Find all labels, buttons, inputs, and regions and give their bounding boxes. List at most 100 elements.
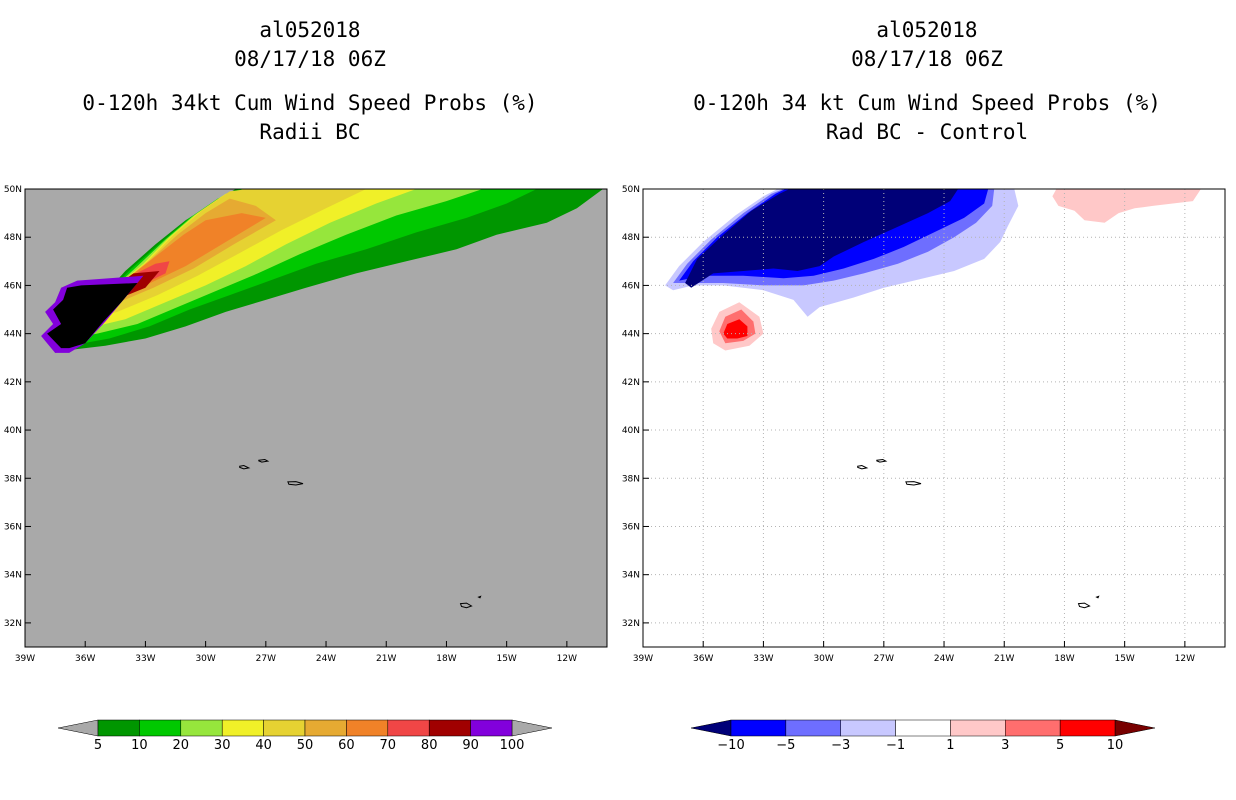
forecast-time: 08/17/18 06Z [851, 47, 1003, 71]
y-tick-label: 50N [4, 185, 22, 195]
y-tick-label: 32N [4, 619, 22, 629]
storm-id: al052018 [876, 18, 978, 42]
colorbar-label: −5 [776, 738, 795, 753]
y-tick-label: 38N [622, 474, 640, 484]
colorbar-label: 1 [946, 738, 954, 753]
chart-subtitle: Rad BC - Control [825, 120, 1029, 144]
colorbar-swatch [263, 719, 306, 737]
x-tick-label: 39W [15, 654, 35, 664]
x-tick-label: 18W [436, 654, 456, 664]
x-tick-label: 27W [256, 654, 276, 664]
island-outline [239, 464, 251, 470]
colorbar-label: 5 [94, 738, 102, 753]
x-tick-label: 36W [75, 654, 95, 664]
map-frame [24, 188, 608, 648]
x-tick-label: 15W [496, 654, 516, 664]
colorbar-label: 40 [255, 738, 272, 753]
y-tick-label: 44N [622, 330, 640, 340]
x-tick-label: 21W [376, 654, 396, 664]
island-outline [1077, 602, 1091, 609]
colorbar-swatch [428, 719, 471, 737]
y-tick-label: 42N [622, 378, 640, 388]
right-map-panel: 39W 36W 33W 30W 27W 24W 21W 18W 15W 12W 32N 34N 36N 3… [622, 185, 1226, 753]
colorbar: −10 −5 −3 −1 1 3 5 10 [690, 719, 1156, 753]
right-panel-title-block: al052018 08/17/18 06Z 0-120h 34 kt Cum W… [627, 16, 1227, 147]
y-tick-label: 46N [4, 281, 22, 291]
left-panel-title-block: al052018 08/17/18 06Z 0-120h 34kt Cum Wi… [10, 16, 610, 147]
colorbar-swatch [221, 719, 264, 737]
island-outline [459, 602, 473, 609]
contour-band-1 [1052, 189, 1201, 223]
colorbar-swatch [180, 719, 223, 737]
forecast-time: 08/17/18 06Z [234, 47, 386, 71]
island-outline [477, 595, 482, 599]
colorbar-label: 50 [297, 738, 314, 753]
left-map-panel: 39W 36W 33W 30W 27W 24W 21W 18W 15W 12W 32N 34N 36N 3… [4, 185, 608, 753]
island-outline [258, 458, 270, 463]
colorbar-label: −10 [717, 738, 744, 753]
y-tick-label: 44N [4, 330, 22, 340]
x-tick-label: 30W [195, 654, 215, 664]
chart-title: 0-120h 34 kt Cum Wind Speed Probs (%) [693, 91, 1161, 115]
colorbar-label: 60 [338, 738, 355, 753]
colorbar-swatch [387, 719, 430, 737]
y-tick-label: 34N [622, 571, 640, 581]
contour-band-neg10 [685, 189, 959, 288]
x-tick-label: 24W [316, 654, 336, 664]
y-tick-label: 36N [622, 522, 640, 532]
y-tick-label: 40N [622, 426, 640, 436]
x-tick-label: 33W [753, 654, 773, 664]
colorbar-label: −3 [831, 738, 850, 753]
x-tick-label: 15W [1114, 654, 1134, 664]
y-tick-label: 50N [622, 185, 640, 195]
colorbar-swatch [97, 719, 140, 737]
island-outline [1095, 595, 1100, 599]
y-tick-label: 34N [4, 571, 22, 581]
chart-subtitle: Radii BC [259, 120, 361, 144]
y-tick-label: 38N [4, 474, 22, 484]
colorbar-label: 20 [173, 738, 190, 753]
y-tick-label: 48N [4, 233, 22, 243]
colorbar-swatch [785, 719, 841, 737]
island-outline [857, 464, 869, 470]
contour-band-5 [723, 319, 748, 339]
island-outline [876, 458, 888, 463]
x-tick-label: 12W [1175, 654, 1195, 664]
y-tick-label: 48N [622, 233, 640, 243]
x-tick-label: 30W [813, 654, 833, 664]
y-tick-label: 40N [4, 426, 22, 436]
colorbar-swatch [346, 719, 389, 737]
island-outline [287, 481, 304, 486]
chart-title: 0-120h 34kt Cum Wind Speed Probs (%) [82, 91, 538, 115]
contour-fills [665, 189, 1201, 351]
colorbar-label: 10 [131, 738, 148, 753]
colorbar-arrow-right [511, 719, 553, 737]
y-tick-label: 42N [4, 378, 22, 388]
x-tick-label: 24W [934, 654, 954, 664]
x-tick-label: 21W [994, 654, 1014, 664]
contour-band-100 [47, 283, 138, 349]
gridlines [643, 189, 1225, 647]
x-tick-label: 39W [633, 654, 653, 664]
x-tick-label: 27W [874, 654, 894, 664]
y-tick-label: 46N [622, 281, 640, 291]
colorbar-label: 3 [1001, 738, 1009, 753]
map-frame [642, 188, 1226, 648]
colorbar-label: 70 [380, 738, 397, 753]
colorbar-swatch [840, 719, 896, 737]
colorbar-arrow-right [1114, 719, 1156, 737]
colorbar-label: 5 [1056, 738, 1064, 753]
colorbar-label: 90 [462, 738, 479, 753]
colorbar-label: 100 [500, 738, 525, 753]
contour-fills [41, 189, 604, 353]
colorbar-arrow-left [57, 719, 99, 737]
x-tick-label: 12W [557, 654, 577, 664]
colorbar-swatch [730, 719, 787, 737]
x-tick-label: 36W [693, 654, 713, 664]
colorbar-swatch [895, 719, 951, 737]
y-tick-label: 36N [4, 522, 22, 532]
colorbar-swatch [139, 719, 182, 737]
colorbar-label: 30 [214, 738, 231, 753]
colorbar-swatch [304, 719, 347, 737]
